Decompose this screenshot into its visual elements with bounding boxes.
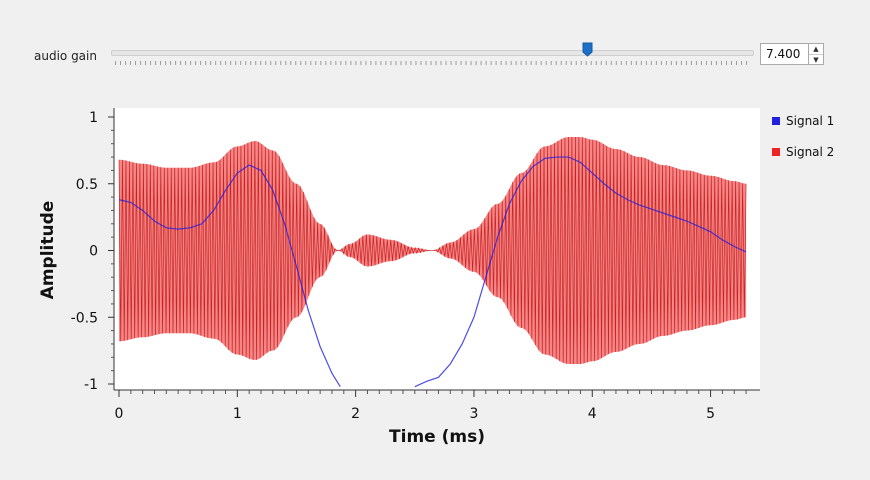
x-tick-label: 1	[233, 406, 242, 422]
x-tick-label: 4	[588, 406, 597, 422]
y-tick-label: 0	[89, 244, 98, 260]
legend-swatch-signal-1[interactable]	[772, 117, 780, 125]
x-tick-label: 2	[351, 406, 360, 422]
legend-swatch-signal-2[interactable]	[772, 148, 780, 156]
legend-label-signal-1[interactable]: Signal 1	[786, 114, 834, 128]
y-tick-label: -1	[84, 377, 98, 393]
y-tick-label: 0.5	[76, 177, 98, 193]
legend-label-signal-2[interactable]: Signal 2	[786, 145, 834, 159]
y-tick-label: 1	[89, 110, 98, 126]
y-axis-label: Amplitude	[38, 201, 58, 300]
x-axis-label: Time (ms)	[389, 427, 485, 447]
x-tick-label: 0	[115, 406, 124, 422]
x-axis-ticks: 0 1 2 3 4 5	[115, 390, 747, 422]
legend: Signal 1 Signal 2	[772, 114, 834, 159]
y-tick-label: -0.5	[71, 310, 98, 326]
y-axis-ticks: 1 0.5 0 -0.5 -1	[71, 110, 114, 393]
x-tick-label: 3	[469, 406, 478, 422]
x-tick-label: 5	[706, 406, 715, 422]
